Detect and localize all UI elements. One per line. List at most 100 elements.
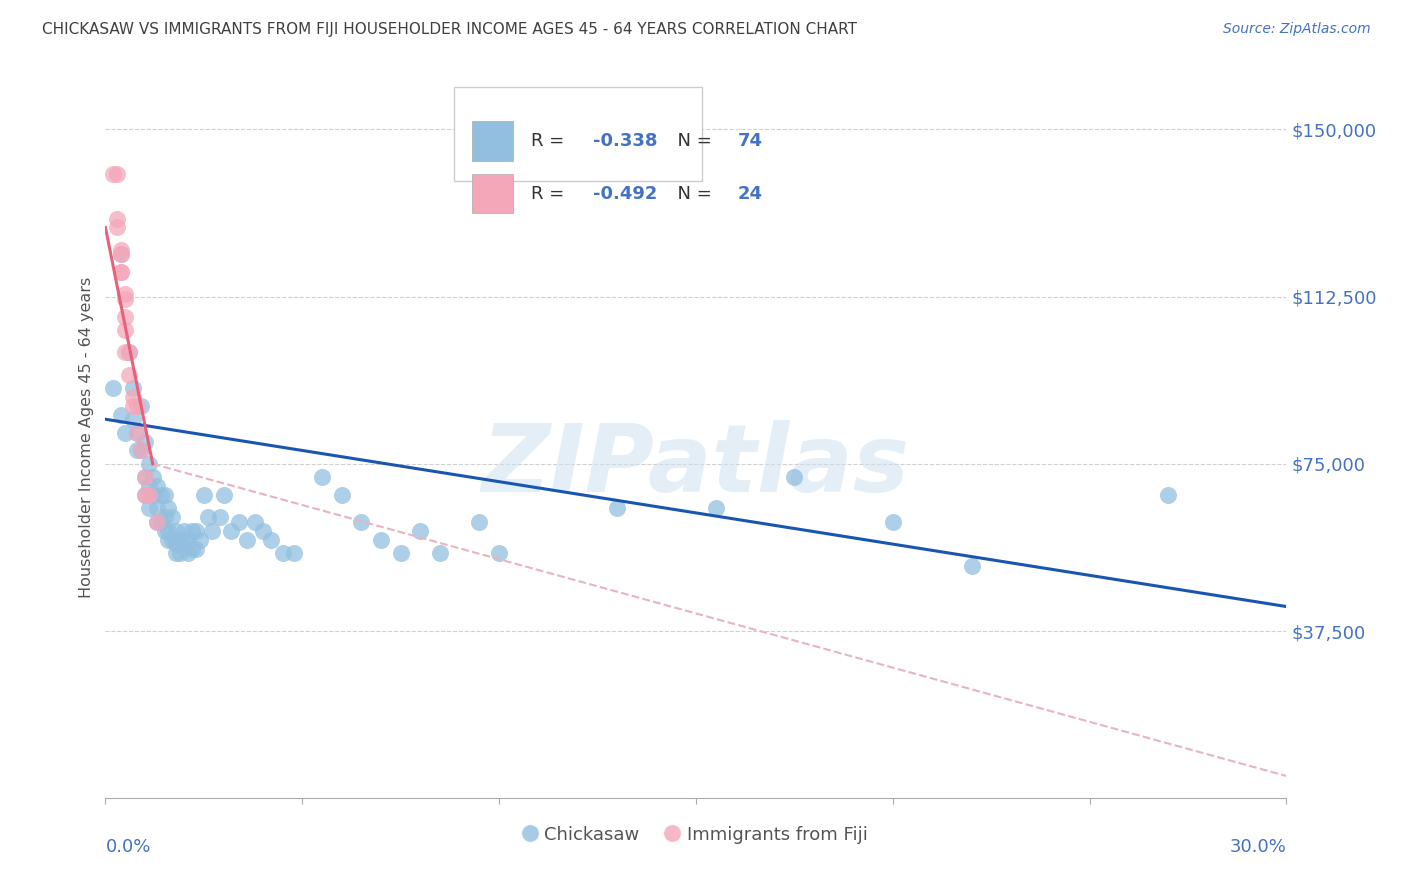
Point xyxy=(162,510,184,524)
Point xyxy=(165,546,187,560)
Point xyxy=(260,533,283,547)
Point xyxy=(208,510,231,524)
Text: -0.492: -0.492 xyxy=(593,185,658,202)
Point xyxy=(283,546,305,560)
Text: Source: ZipAtlas.com: Source: ZipAtlas.com xyxy=(1223,22,1371,37)
Text: 24: 24 xyxy=(737,185,762,202)
Point xyxy=(129,443,152,458)
Point xyxy=(114,292,136,306)
Point xyxy=(138,501,160,516)
Point xyxy=(149,488,172,502)
Text: N =: N = xyxy=(666,185,718,202)
Point xyxy=(105,211,128,226)
Point xyxy=(122,390,145,404)
Point xyxy=(122,412,145,426)
Point xyxy=(142,488,165,502)
Text: 0.0%: 0.0% xyxy=(105,838,150,856)
Text: 74: 74 xyxy=(737,132,762,150)
Point xyxy=(882,515,904,529)
Point xyxy=(193,488,215,502)
Point xyxy=(177,546,200,560)
Text: -0.338: -0.338 xyxy=(593,132,658,150)
Point xyxy=(103,167,125,181)
Point xyxy=(212,488,235,502)
Point xyxy=(197,510,219,524)
Point xyxy=(409,524,432,538)
Point xyxy=(134,488,156,502)
Point xyxy=(153,510,176,524)
Point xyxy=(145,515,167,529)
Point xyxy=(783,470,806,484)
Point xyxy=(153,488,176,502)
Point xyxy=(201,524,224,538)
Point xyxy=(110,247,132,261)
Point xyxy=(114,287,136,301)
Text: ZIPatlas: ZIPatlas xyxy=(482,420,910,512)
Point xyxy=(181,541,204,556)
Point xyxy=(389,546,412,560)
Point xyxy=(181,524,204,538)
Y-axis label: Householder Income Ages 45 - 64 years: Householder Income Ages 45 - 64 years xyxy=(79,277,94,598)
Point xyxy=(118,368,141,382)
Point xyxy=(145,515,167,529)
Point xyxy=(271,546,294,560)
Point xyxy=(330,488,353,502)
Point xyxy=(221,524,243,538)
Point xyxy=(236,533,259,547)
Point xyxy=(488,546,510,560)
Point xyxy=(704,501,727,516)
Point xyxy=(110,247,132,261)
Point xyxy=(149,515,172,529)
FancyBboxPatch shape xyxy=(471,121,513,161)
Point xyxy=(157,533,180,547)
Point xyxy=(169,533,191,547)
Text: N =: N = xyxy=(666,132,718,150)
Point xyxy=(165,524,187,538)
Point xyxy=(134,470,156,484)
Point xyxy=(114,425,136,440)
Point xyxy=(145,501,167,516)
Point xyxy=(114,345,136,359)
Point xyxy=(184,541,207,556)
Point xyxy=(960,559,983,574)
Point xyxy=(134,434,156,449)
Point xyxy=(370,533,392,547)
Point xyxy=(134,488,156,502)
Point xyxy=(1157,488,1180,502)
Point xyxy=(138,457,160,471)
Point xyxy=(105,220,128,235)
Point xyxy=(114,310,136,324)
Point xyxy=(103,381,125,395)
Point xyxy=(157,501,180,516)
Point xyxy=(157,524,180,538)
FancyBboxPatch shape xyxy=(454,87,702,180)
Point xyxy=(228,515,250,529)
Text: R =: R = xyxy=(530,132,569,150)
Point xyxy=(165,537,187,551)
Text: R =: R = xyxy=(530,185,569,202)
Legend: Chickasaw, Immigrants from Fiji: Chickasaw, Immigrants from Fiji xyxy=(517,818,875,851)
Point xyxy=(173,524,195,538)
Point xyxy=(169,546,191,560)
Point xyxy=(110,265,132,279)
Point xyxy=(125,399,148,413)
Point xyxy=(138,479,160,493)
Point xyxy=(122,399,145,413)
Point xyxy=(252,524,274,538)
Point xyxy=(429,546,451,560)
Point xyxy=(129,399,152,413)
Point xyxy=(122,381,145,395)
Point xyxy=(145,479,167,493)
Point xyxy=(162,533,184,547)
Point xyxy=(125,425,148,440)
Point xyxy=(350,515,373,529)
Point xyxy=(153,524,176,538)
Point xyxy=(118,345,141,359)
Point xyxy=(134,470,156,484)
Point xyxy=(110,243,132,257)
Point xyxy=(184,524,207,538)
Point xyxy=(177,533,200,547)
Point xyxy=(110,265,132,279)
Point xyxy=(243,515,266,529)
Text: 30.0%: 30.0% xyxy=(1230,838,1286,856)
